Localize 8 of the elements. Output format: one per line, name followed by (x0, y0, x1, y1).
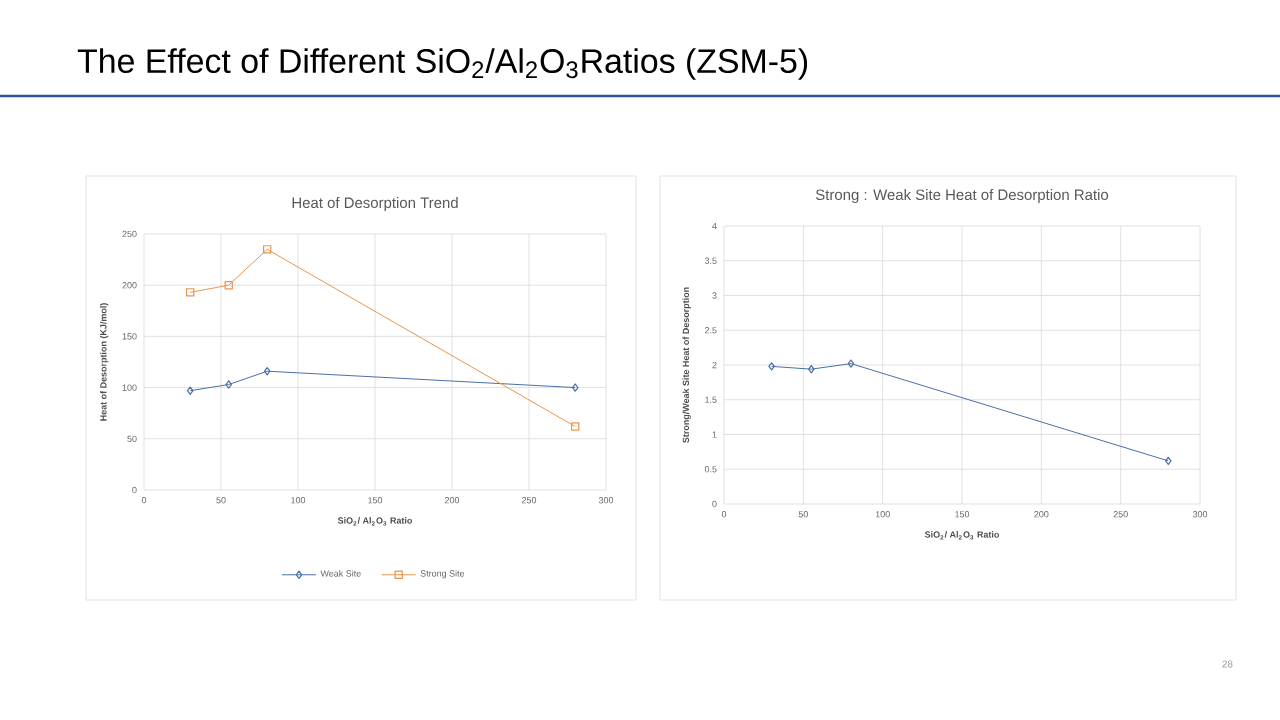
point (225, 380, 233, 389)
line-series (186, 245, 580, 431)
point (847, 359, 855, 368)
point (263, 245, 272, 254)
point (807, 364, 815, 374)
text: The Effect of Different SiO$_{2}$/Al$_{2}$O$_{3}$Ratios (ZSM-5) (77, 48, 808, 80)
point (263, 367, 271, 376)
point (224, 280, 233, 290)
